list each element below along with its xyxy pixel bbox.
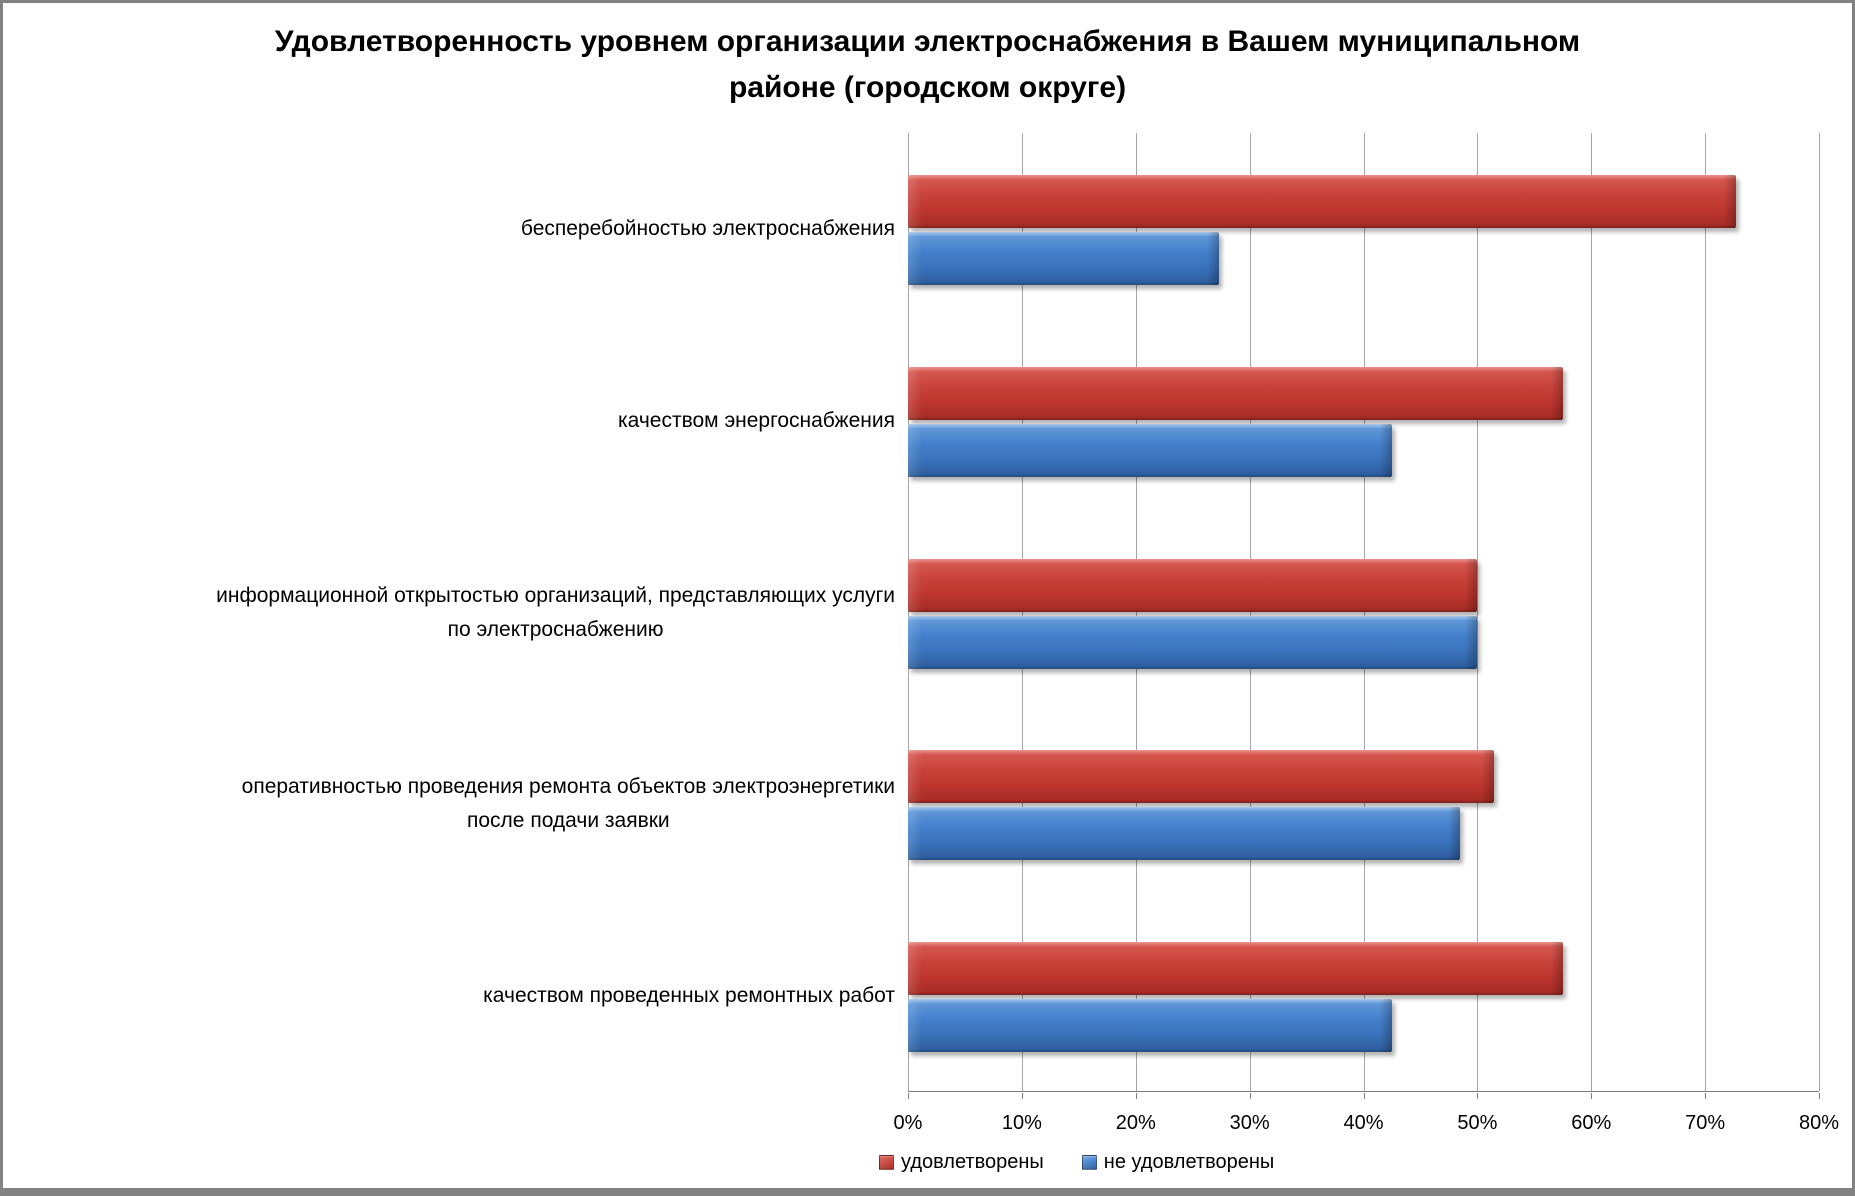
legend-item: удовлетворены	[879, 1151, 1044, 1174]
gridline	[1249, 133, 1251, 1091]
tick-label: 30%	[1229, 1112, 1270, 1134]
bar-not-satisfied-cat5	[908, 999, 1392, 1053]
gridline	[1819, 133, 1820, 1091]
legend-marker-not-satisfied	[1081, 1155, 1097, 1170]
gridline	[1021, 133, 1023, 1091]
tick-label: 0%	[893, 1112, 923, 1134]
tick-label: 60%	[1571, 1112, 1612, 1134]
axis-tick	[1477, 1093, 1479, 1099]
bar-satisfied-cat4	[908, 750, 1495, 804]
axis-tick	[1591, 1093, 1593, 1099]
gridline	[1135, 133, 1137, 1091]
chart-title-line1: Удовлетворенность уровнем организации эл…	[274, 25, 1581, 58]
gridline	[1477, 133, 1479, 1091]
category-label: бесперебойностью электроснабжения	[520, 216, 895, 240]
gridline	[1705, 133, 1707, 1091]
bar-satisfied-cat3	[908, 558, 1478, 612]
category-label: качеством проведенных ремонтных работ	[483, 984, 895, 1008]
category-label: информационной открытостью организаций, …	[216, 583, 895, 641]
chart-title-line2: районе (городском округе)	[728, 71, 1127, 104]
category-label: оперативностью проведения ремонта объект…	[241, 775, 895, 833]
bar-not-satisfied-cat2	[908, 423, 1392, 477]
tick-label: 70%	[1685, 1112, 1726, 1134]
tick-label: 50%	[1457, 1112, 1498, 1134]
bar-not-satisfied-cat3	[908, 615, 1478, 669]
tick-label: 40%	[1343, 1112, 1384, 1134]
bar-satisfied-cat1	[908, 175, 1736, 228]
axis-tick	[1705, 1093, 1707, 1099]
axis-tick	[1021, 1093, 1023, 1099]
tick-label: 20%	[1115, 1112, 1156, 1134]
chart-title: Удовлетворенность уровнем организации эл…	[3, 19, 1852, 111]
bar-satisfied-cat5	[908, 942, 1563, 996]
gridline	[1363, 133, 1365, 1091]
gridline	[908, 133, 909, 1091]
axis-tick	[1363, 1093, 1365, 1099]
legend-label: удовлетворены	[901, 1151, 1044, 1173]
tick-label: 10%	[1001, 1112, 1042, 1134]
axis-tick	[1135, 1093, 1137, 1099]
legend-item: не удовлетворены	[1081, 1151, 1275, 1174]
axis-tick	[908, 1093, 909, 1099]
bar-satisfied-cat2	[908, 366, 1563, 420]
legend-marker-satisfied	[879, 1155, 894, 1170]
bar-not-satisfied-cat1	[908, 231, 1219, 285]
tick-label: 80%	[1798, 1112, 1840, 1134]
legend-label: не удовлетворены	[1103, 1151, 1275, 1173]
category-label: качеством энергоснабжения	[617, 408, 895, 432]
axis-tick	[1249, 1093, 1251, 1099]
gridline	[1591, 133, 1593, 1091]
axis-tick	[1819, 1093, 1820, 1099]
plot-area	[908, 133, 1820, 1092]
legend: удовлетворены не удовлетворены	[879, 1151, 1312, 1174]
bar-not-satisfied-cat4	[908, 807, 1461, 861]
